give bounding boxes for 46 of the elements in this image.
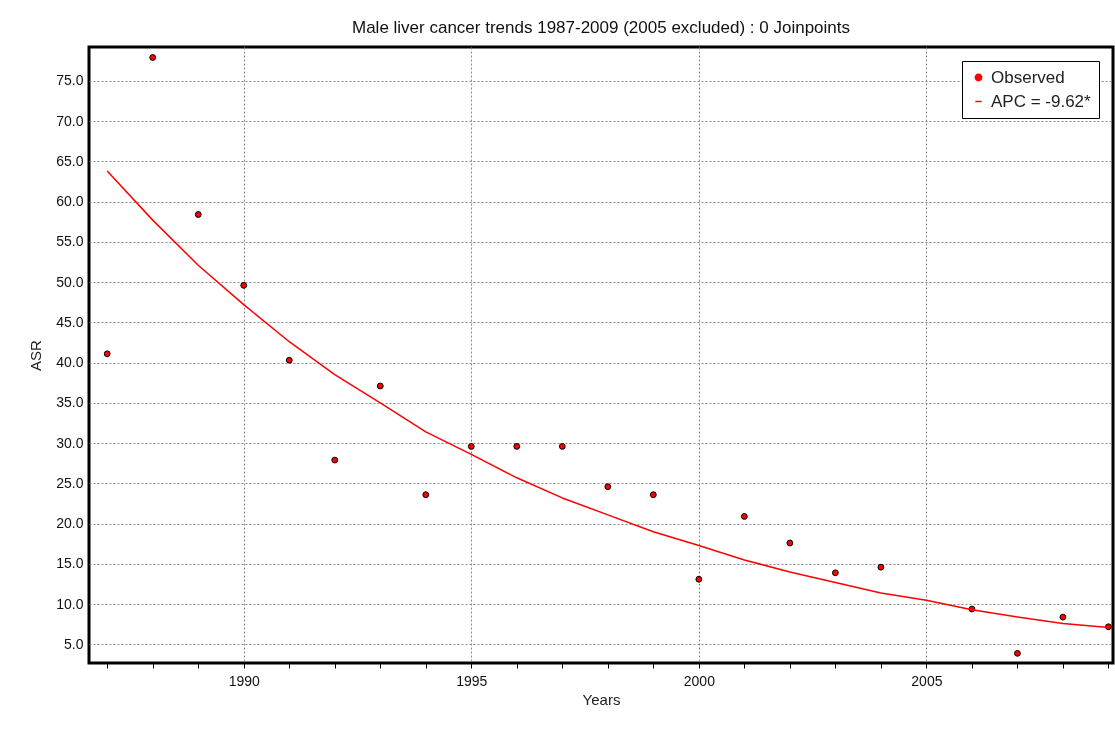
- point: [1105, 623, 1112, 631]
- y-tick-label: 5.0: [64, 635, 84, 652]
- y-tick-label: 50.0: [56, 273, 84, 290]
- point: [513, 442, 521, 450]
- point: [604, 483, 612, 491]
- point: [149, 54, 157, 61]
- y-tick-label: 15.0: [56, 555, 84, 572]
- point: [285, 356, 293, 364]
- x-tick-label: 2000: [683, 672, 716, 689]
- point: [103, 350, 111, 358]
- x-tick-label: 1995: [456, 672, 488, 689]
- y-tick-label: 70.0: [56, 112, 84, 129]
- y-tick-label: 75.0: [56, 72, 84, 89]
- chart-title: Male liver cancer trends 1987-2009 (2005 excluded) : 0 Joinpoints: [351, 18, 851, 37]
- y-tick-label: 35.0: [56, 394, 84, 411]
- y-tick-label: 55.0: [56, 233, 84, 250]
- point: [240, 281, 248, 289]
- x-axis-title: Years: [582, 690, 621, 708]
- point: [467, 442, 475, 450]
- point: [695, 575, 703, 583]
- y-axis-title: ASR: [27, 339, 45, 371]
- point: [376, 382, 384, 390]
- y-tick-label: 60.0: [56, 193, 84, 210]
- legend-label: Observed: [991, 67, 1065, 87]
- point: [740, 513, 748, 520]
- y-tick-label: 65.0: [56, 152, 84, 169]
- point: [786, 539, 794, 547]
- y-tick-label: 30.0: [56, 434, 84, 451]
- point: [831, 569, 839, 577]
- point: [422, 491, 430, 499]
- point: [331, 456, 339, 464]
- y-tick-label: 45.0: [56, 313, 84, 330]
- y-tick-label: 10.0: [56, 595, 84, 612]
- point: [558, 442, 566, 450]
- x-tick-label: 1990: [228, 672, 261, 689]
- y-tick-label: 40.0: [56, 354, 84, 371]
- point: [649, 491, 657, 499]
- y-tick-label: 25.0: [56, 474, 84, 491]
- point: [194, 211, 202, 218]
- legend-label: APC = -9.62*: [991, 91, 1092, 111]
- x-tick-label: 2005: [911, 672, 943, 689]
- y-tick-label: 20.0: [56, 515, 84, 532]
- point: [1059, 613, 1067, 621]
- point: [877, 563, 885, 571]
- point: [1014, 649, 1021, 657]
- line-series: [106, 170, 1110, 629]
